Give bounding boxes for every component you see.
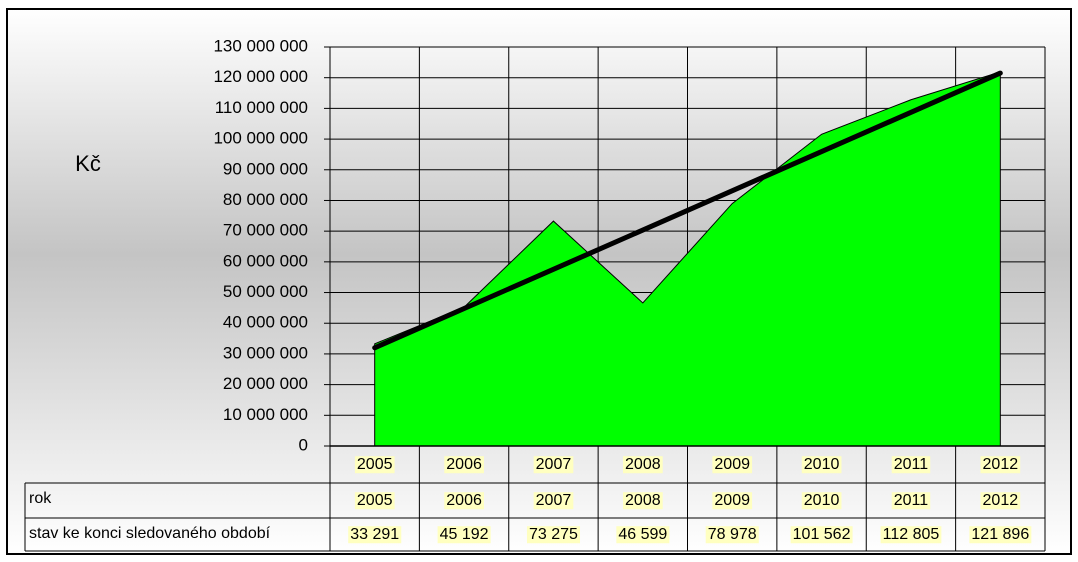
table-cell: 2011	[894, 492, 929, 509]
label-highlight	[880, 526, 942, 544]
table-cell: 33 291	[350, 526, 399, 543]
label-highlight	[801, 456, 842, 474]
table-cell: 2006	[446, 492, 482, 509]
label-highlight	[437, 526, 491, 544]
table-cell: 73 275	[529, 526, 578, 543]
table-cell: 101 562	[793, 526, 851, 543]
x-tick-label: 2011	[894, 456, 929, 473]
y-tick-label: 20 000 000	[223, 374, 308, 393]
y-tick-label: 30 000 000	[223, 343, 308, 362]
trend-line	[372, 70, 1003, 351]
y-tick-label: 0	[299, 435, 308, 454]
table-cell: 45 192	[440, 526, 489, 543]
table-cell: 2007	[536, 492, 572, 509]
table-cell: 78 978	[708, 526, 757, 543]
y-axis-label: Kč	[75, 151, 101, 176]
y-tick-label: 120 000 000	[213, 67, 308, 86]
table-cell: 2010	[804, 492, 840, 509]
label-highlight	[712, 456, 753, 474]
y-tick-label: 50 000 000	[223, 282, 308, 301]
row-label: stav ke konci sledovaného období	[29, 525, 271, 542]
label-highlight	[444, 492, 484, 510]
y-tick-label: 110 000 000	[215, 98, 308, 117]
x-tick-label: 2012	[983, 456, 1019, 473]
y-tick-label: 130 000 000	[213, 36, 308, 55]
label-highlight	[980, 456, 1021, 474]
label-highlight	[616, 526, 670, 544]
label-highlight	[354, 456, 395, 474]
label-highlight	[354, 492, 395, 510]
label-highlight	[712, 492, 753, 510]
y-tick-label: 60 000 000	[223, 251, 308, 270]
y-tick-label: 70 000 000	[223, 221, 308, 240]
y-tick-label: 40 000 000	[223, 313, 308, 332]
label-highlight	[705, 526, 759, 544]
label-highlight	[533, 492, 574, 510]
table-cell: 2009	[714, 492, 750, 509]
y-tick-label: 100 000 000	[213, 129, 308, 148]
x-tick-label: 2008	[625, 456, 661, 473]
table-cell: 46 599	[618, 526, 667, 543]
label-highlight	[801, 492, 842, 510]
table-cell: 2008	[625, 492, 661, 509]
label-highlight	[623, 492, 663, 510]
row-label: rok	[29, 490, 52, 507]
table-cell: 121 896	[971, 526, 1029, 543]
label-highlight	[790, 526, 853, 544]
label-highlight	[526, 526, 581, 544]
x-tick-label: 2007	[536, 456, 572, 473]
x-tick-label: 2005	[357, 456, 393, 473]
table-cell: 2012	[983, 492, 1019, 509]
label-highlight	[891, 456, 931, 474]
y-tick-label: 90 000 000	[223, 159, 308, 178]
y-tick-label: 80 000 000	[223, 190, 308, 209]
label-highlight	[444, 456, 484, 474]
y-tick-label: 10 000 000	[223, 405, 308, 424]
label-highlight	[891, 492, 931, 510]
label-highlight	[348, 526, 402, 544]
x-tick-label: 2010	[804, 456, 840, 473]
x-tick-label: 2006	[446, 456, 482, 473]
label-highlight	[623, 456, 663, 474]
table-cell: 2005	[357, 492, 393, 509]
label-highlight	[980, 492, 1021, 510]
label-highlight	[533, 456, 574, 474]
table-cell: 112 805	[883, 526, 940, 543]
label-highlight	[969, 526, 1032, 544]
x-tick-label: 2009	[714, 456, 750, 473]
